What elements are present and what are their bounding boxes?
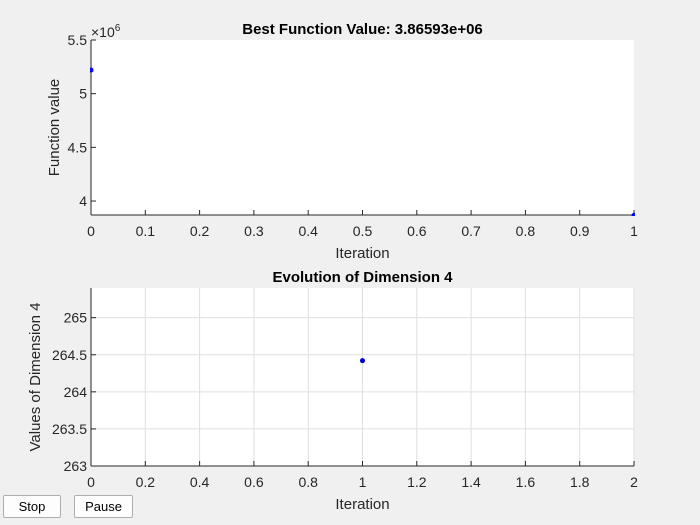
y-tick-label: 265	[64, 310, 88, 326]
y-exponent-label: ×106	[91, 23, 121, 40]
y-tick-label: 263	[64, 458, 88, 474]
data-points	[90, 67, 635, 216]
stop-button[interactable]: Stop	[3, 495, 61, 518]
x-tick-label: 1.2	[407, 474, 427, 490]
chart-title: Evolution of Dimension 4	[272, 269, 453, 286]
x-tick-label: 0.2	[136, 474, 156, 490]
x-tick-label: 0.7	[461, 223, 481, 239]
x-axis-label: Iteration	[335, 245, 389, 262]
y-axis-label: Function value	[46, 79, 63, 177]
data-point	[360, 358, 365, 364]
plot-area	[91, 40, 634, 215]
x-axis-label: Iteration	[335, 496, 389, 513]
x-tick-label: 1.4	[461, 474, 481, 490]
y-tick-label: 4	[79, 193, 87, 209]
x-tick-label: 0.4	[298, 223, 318, 239]
function-value-chart: 0 0.1 0.2 0.3 0.4 0.5 0.6 0.7 0.8 0.9 1 4 4.5 5 5.5 ×10…	[46, 21, 638, 262]
x-tick-label: 0.8	[298, 474, 318, 490]
x-tick-label: 1	[630, 223, 638, 239]
y-tick-label: 264	[64, 384, 88, 400]
x-tick-label: 0	[87, 474, 95, 490]
data-point	[631, 212, 635, 216]
x-tick-label: 0.8	[516, 223, 536, 239]
y-axis-label: Values of Dimension 4	[27, 303, 44, 452]
data-points	[360, 358, 365, 364]
x-tick-label: 0.9	[570, 223, 590, 239]
pause-button[interactable]: Pause	[74, 495, 133, 518]
y-tick-label: 5	[79, 86, 87, 102]
x-tick-label: 0	[87, 223, 95, 239]
y-tick-label: 264.5	[52, 347, 87, 363]
y-tick-label: 5.5	[68, 32, 88, 48]
x-tick-label: 1.6	[516, 474, 536, 490]
x-tick-label: 0.6	[407, 223, 427, 239]
y-tick-label: 4.5	[68, 139, 88, 155]
x-tick-label: 0.1	[136, 223, 156, 239]
x-tick-label: 0.5	[353, 223, 373, 239]
x-tick-label: 1.8	[570, 474, 590, 490]
data-point	[90, 67, 94, 73]
x-tick-label: 0.4	[190, 474, 210, 490]
chart-title: Best Function Value: 3.86593e+06	[242, 21, 483, 38]
y-tick-label: 263.5	[52, 421, 87, 437]
x-tick-label: 2	[630, 474, 638, 490]
dimension-evolution-chart: 0 0.2 0.4 0.6 0.8 1 1.2 1.4 1.6 1.8 2 263 263.5 264 26…	[27, 269, 638, 513]
x-tick-label: 0.3	[244, 223, 264, 239]
x-tick-label: 1	[359, 474, 367, 490]
x-tick-label: 0.6	[244, 474, 264, 490]
x-tick-label: 0.2	[190, 223, 210, 239]
